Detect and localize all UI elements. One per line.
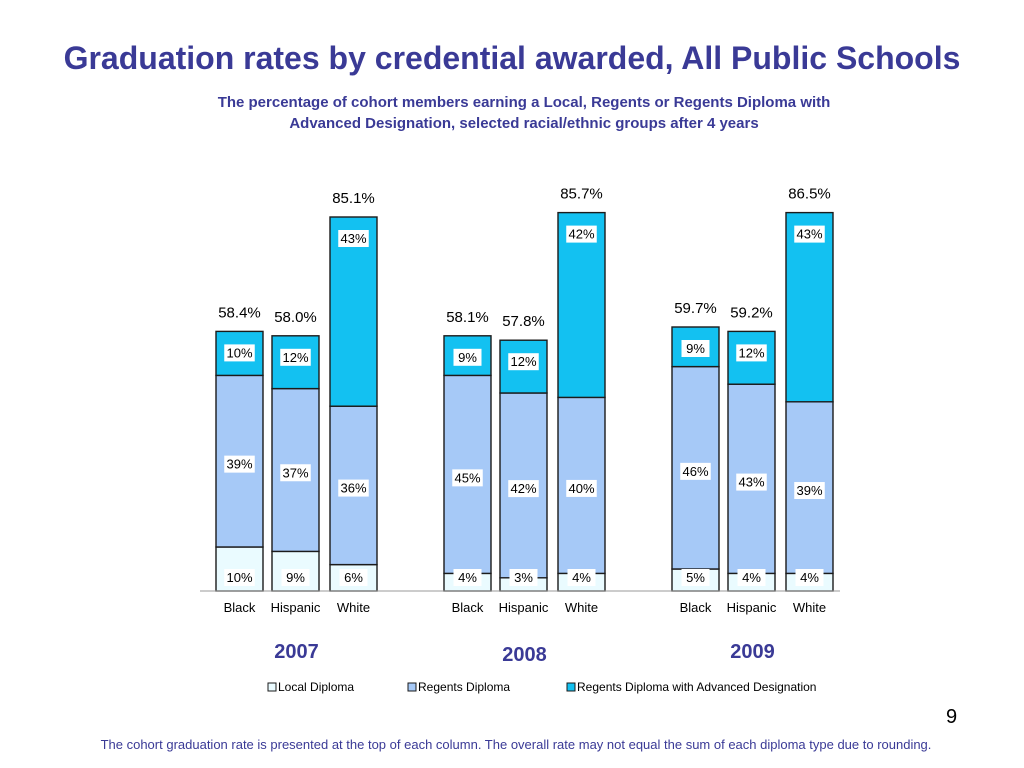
bar-2007-black-label-2: 10% (226, 345, 252, 360)
footnote: The cohort graduation rate is presented … (100, 737, 932, 752)
bar-2008-white-label-2: 42% (568, 227, 594, 242)
bar-2009-white-label-2-box (794, 225, 825, 243)
bar-2007-hispanic-label-0: 9% (286, 570, 305, 585)
bar-2008-black-label-0-box (453, 569, 482, 586)
bar-2009-black-label-0: 5% (686, 570, 705, 585)
bar-2007-black-label-0: 10% (226, 570, 252, 585)
bar-2009-black-label-2: 9% (686, 341, 705, 356)
bar-2007-hispanic-label-2-box (280, 348, 311, 366)
bar-2009-white-seg-2 (785, 211, 834, 403)
bar-2007-white-label-0-box (339, 569, 368, 586)
bar-2007-black-label-2-box (224, 344, 255, 362)
bar-2008-black-label-0: 4% (458, 570, 477, 585)
bar-2008-black-label-2: 9% (458, 350, 477, 365)
bar-2009-black-label-0-box (681, 569, 710, 586)
bar-2008-white-label-2-box (566, 225, 597, 243)
bar-2007-white-seg-2 (329, 216, 378, 407)
bar-2009-black-label-2-box (681, 340, 710, 357)
bar-2008-black-category: Black (452, 600, 484, 615)
bar-2008-white-label-1-box (566, 479, 597, 497)
bar-2009-hispanic-label-0-box (737, 569, 766, 586)
year-label-2008: 2008 (502, 644, 547, 666)
bar-2009-black-label-1-box (680, 462, 711, 480)
bar-2007-black-label-0-box (224, 569, 255, 586)
bar-2008-white-label-0: 4% (572, 570, 591, 585)
bar-2009-black-category: Black (680, 600, 712, 615)
legend-swatch-2 (566, 682, 576, 692)
bar-2008-black-label-2-box (453, 348, 482, 366)
bar-2008-black-label-1-box (452, 469, 483, 487)
bar-2007-hispanic-label-0-box (281, 569, 310, 586)
bar-2007-hispanic-label-1: 37% (282, 465, 308, 480)
bar-2007-black-total: 58.4% (218, 304, 261, 321)
bar-2008-hispanic-category: Hispanic (499, 600, 549, 615)
bar-2007-white-label-1-box (338, 479, 369, 497)
bar-2009-white-category: White (793, 600, 826, 615)
bar-2008-white-category: White (565, 600, 598, 615)
bar-2008-black-label-1: 45% (454, 470, 480, 485)
bar-2007-white-label-0: 6% (344, 570, 363, 585)
bar-2009-hispanic-total: 59.2% (730, 304, 773, 321)
bar-2007-hispanic-label-1-box (280, 464, 311, 482)
bar-2008-black-total: 58.1% (446, 309, 489, 326)
bar-2008-white-seg-2 (557, 211, 606, 399)
bar-2009-black-total: 59.7% (674, 300, 717, 317)
bar-2009-white-label-1-box (794, 482, 825, 500)
bar-2007-black-label-1: 39% (226, 457, 252, 472)
bar-2009-hispanic-label-1: 43% (738, 475, 764, 490)
bar-2009-white-label-0-box (795, 569, 824, 586)
page-subtitle: The percentage of cohort members earning… (0, 92, 1024, 134)
bar-2008-white-label-1: 40% (568, 481, 594, 496)
bar-2007-white-total: 85.1% (332, 190, 375, 207)
bar-2008-white-label-0-box (567, 569, 596, 586)
bar-2008-hispanic-label-1-box (508, 480, 539, 498)
legend-label-1: Regents Diploma (418, 680, 510, 694)
year-label-2009: 2009 (730, 641, 775, 663)
bar-2007-white-label-2-box (338, 230, 369, 247)
bar-2009-hispanic-label-2: 12% (738, 345, 764, 360)
bar-2007-black-category: Black (224, 600, 256, 615)
bar-2009-hispanic-category: Hispanic (727, 600, 777, 615)
page-title: Graduation rates by credential awarded, … (63, 40, 961, 76)
bar-2008-hispanic-total: 57.8% (502, 313, 545, 330)
legend-label-2: Regents Diploma with Advanced Designatio… (577, 680, 816, 694)
bar-2007-white-category: White (337, 600, 370, 615)
legend-label-0: Local Diploma (278, 680, 354, 694)
bar-2009-white-total: 86.5% (788, 186, 831, 203)
bar-2008-hispanic-label-2: 12% (510, 354, 536, 369)
bar-2009-hispanic-seg-2 (727, 330, 776, 385)
bar-2007-hispanic-label-2: 12% (282, 350, 308, 365)
bar-2009-hispanic-label-0: 4% (742, 570, 761, 585)
bar-2007-hispanic-category: Hispanic (271, 600, 321, 615)
bar-2008-hispanic-label-1: 42% (510, 481, 536, 496)
bar-2007-black-label-1-box (224, 455, 255, 473)
subtitle-line-2: Advanced Designation, selected racial/et… (289, 115, 759, 132)
bar-2007-white-label-1: 36% (340, 481, 366, 496)
bar-2007-hispanic-total: 58.0% (274, 309, 317, 326)
page-number: 9 (946, 706, 958, 728)
bar-2009-white-label-0: 4% (800, 570, 819, 585)
bar-2009-hispanic-label-1-box (736, 473, 767, 491)
bar-2009-white-label-1: 39% (796, 483, 822, 498)
bar-2008-hispanic-label-0-box (509, 569, 538, 586)
year-label-2007: 2007 (274, 641, 319, 663)
legend-swatch-0 (267, 682, 277, 692)
subtitle-line-1: The percentage of cohort members earning… (217, 94, 831, 111)
bar-2009-black-label-1: 46% (682, 464, 708, 479)
bar-2008-hispanic-label-0: 3% (514, 570, 533, 585)
bar-2009-white-label-2: 43% (796, 227, 822, 242)
bar-2008-hispanic-label-2-box (508, 353, 539, 371)
bar-2009-hispanic-label-2-box (736, 344, 767, 362)
legend-swatch-1 (407, 682, 417, 692)
bar-2007-white-label-2: 43% (340, 231, 366, 246)
bar-2008-white-total: 85.7% (560, 186, 603, 203)
